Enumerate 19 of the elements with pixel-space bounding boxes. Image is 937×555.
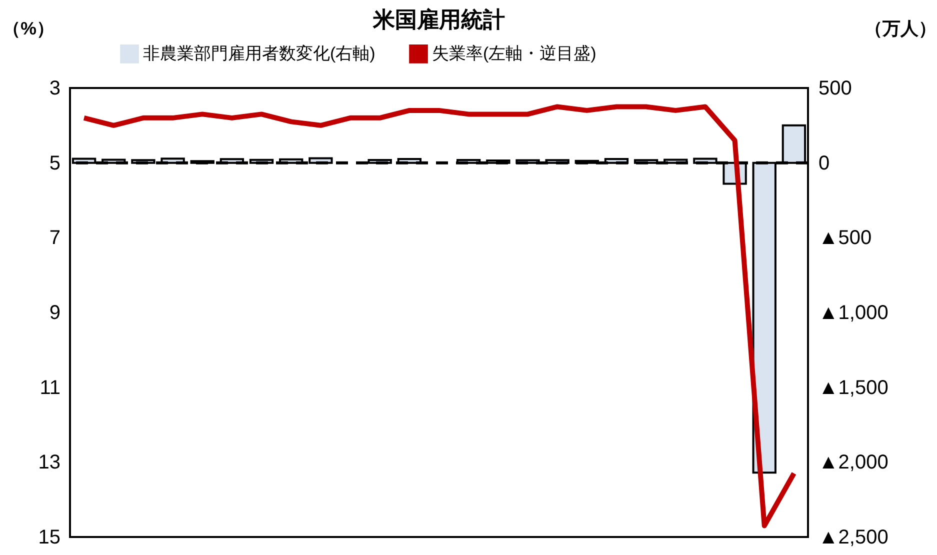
y-tick-label: 7 (49, 227, 60, 250)
y2-tick-label: ▲500 (818, 227, 872, 250)
y2-tick-label: ▲1,000 (818, 302, 888, 324)
y-tick-label: 15 (38, 526, 60, 548)
y2-tick-label: ▲2,000 (818, 452, 888, 474)
y-tick-label: 11 (40, 376, 60, 399)
y-tick-label: 5 (49, 152, 60, 174)
y-tick-label: 13 (38, 452, 60, 474)
y2-tick-label: 0 (818, 152, 830, 174)
y2-axis-title: （万人） (864, 18, 936, 38)
legend-label: 失業率(左軸・逆目盛) (432, 44, 596, 63)
y-axis-title: （%） (2, 18, 55, 38)
y-tick-label: 3 (49, 78, 60, 100)
y2-tick-label: ▲1,500 (818, 376, 888, 399)
chart-title: 米国雇用統計 (372, 7, 505, 32)
y-tick-label: 9 (49, 302, 60, 324)
y2-tick-label: 500 (818, 78, 852, 100)
y2-tick-label: ▲2,500 (818, 526, 888, 548)
legend-label: 非農業部門雇用者数変化(右軸) (143, 44, 376, 63)
